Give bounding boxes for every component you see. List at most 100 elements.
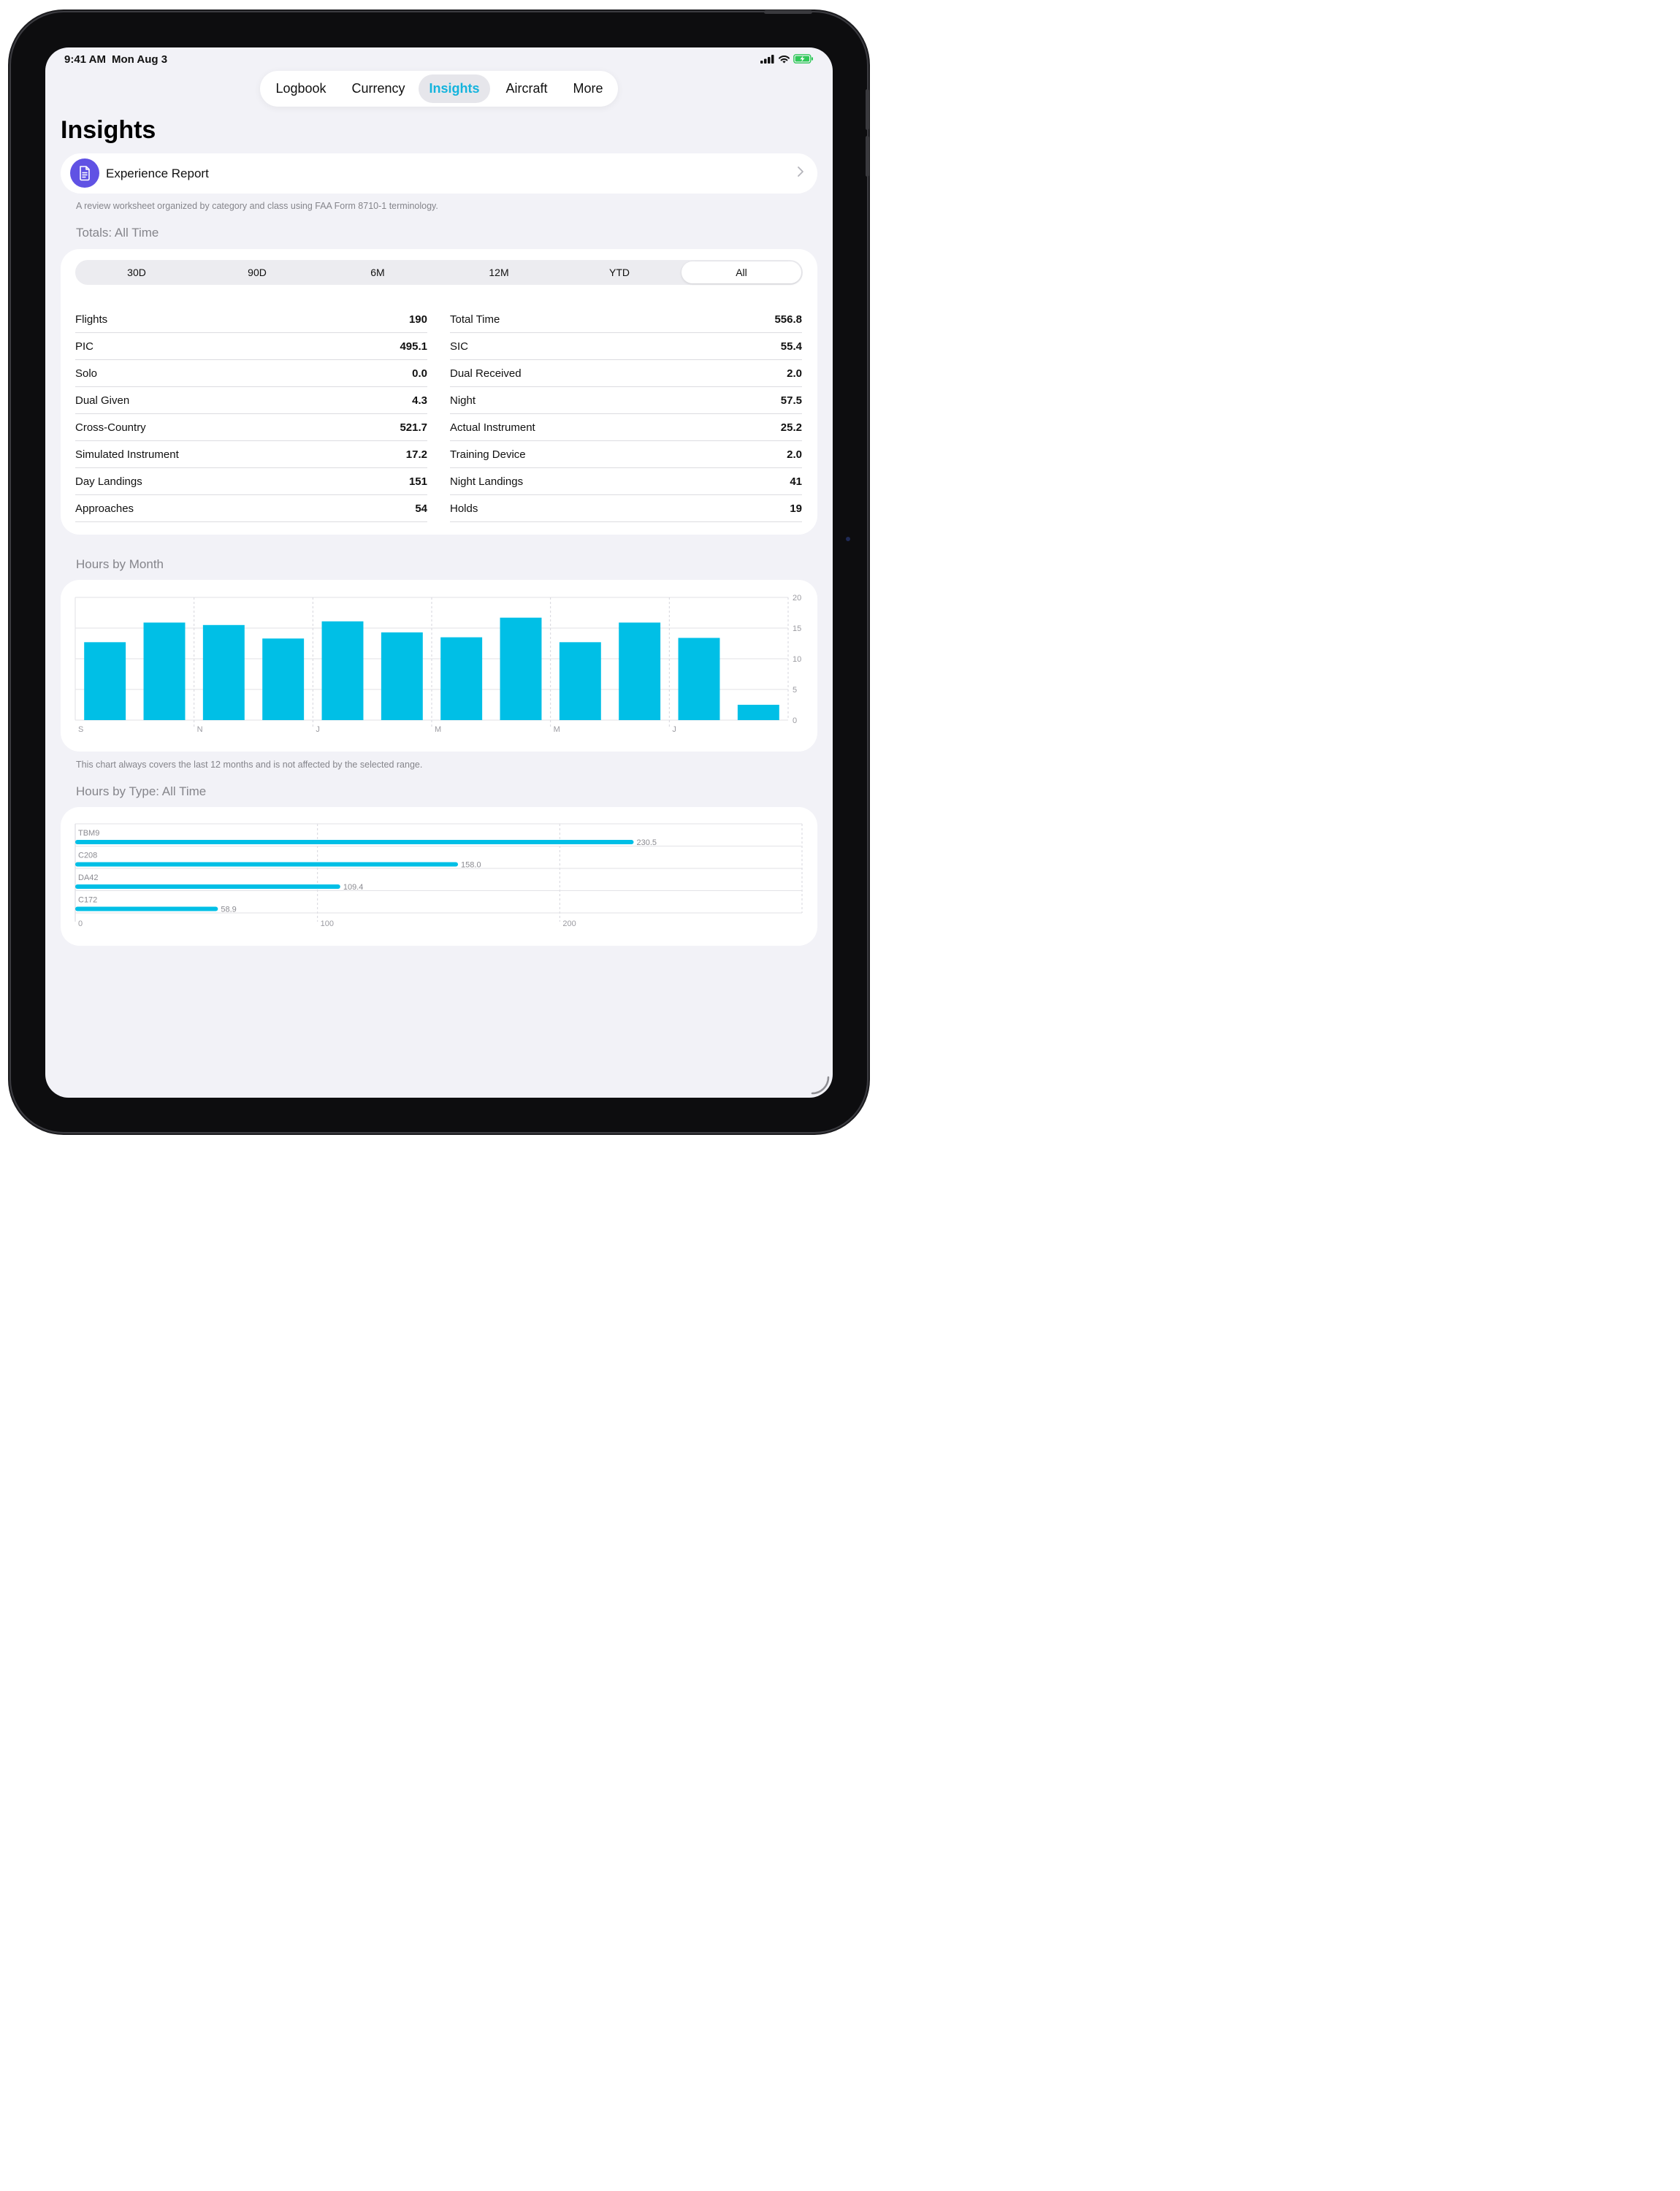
stat-row-holds: Holds 19: [450, 495, 802, 522]
x-tick-label: S: [78, 725, 83, 734]
stat-row-cross-country: Cross-Country 521.7: [75, 414, 427, 441]
totals-title: Totals: All Time: [76, 226, 159, 240]
hours-by-type-card: 0 100 200 TBM9 230.5 C208 158.0 DA42 109.4 C172 58…: [61, 807, 817, 946]
bar-month-9: [619, 622, 661, 720]
stat-label: Dual Received: [450, 367, 522, 380]
bar-month-3: [262, 638, 305, 720]
bar-type-0: [75, 840, 634, 844]
stat-row-actual-instrument: Actual Instrument 25.2: [450, 414, 802, 441]
stat-row-simulated-instrument: Simulated Instrument 17.2: [75, 441, 427, 468]
x-tick-label: J: [316, 725, 320, 734]
stat-row-total-time: Total Time 556.8: [450, 306, 802, 333]
stat-value: 556.8: [774, 313, 802, 326]
stat-label: Total Time: [450, 313, 500, 326]
status-icons: [760, 54, 814, 64]
tab-currency[interactable]: Currency: [351, 81, 405, 96]
x-tick-label: N: [197, 725, 203, 734]
volume-up-button: [866, 89, 869, 130]
volume-down-button: [866, 136, 869, 177]
bar-month-1: [143, 622, 186, 720]
y-tick-label: 20: [793, 594, 801, 603]
totals-card: 30D 90D 6M 12M YTD All Flights 190 PIC 4…: [61, 249, 817, 535]
chevron-right-icon: [798, 167, 803, 177]
stat-label: Solo: [75, 367, 98, 380]
y-tick-label: 0: [793, 716, 797, 725]
stat-row-approaches: Approaches 54: [75, 495, 427, 522]
hours-by-type-chart: 0 100 200 TBM9 230.5 C208 158.0 DA42 109.4 C172 58…: [75, 823, 803, 928]
stat-value: 521.7: [400, 421, 427, 434]
bar-month-5: [381, 632, 423, 720]
cellular-signal-icon: [760, 54, 774, 64]
stat-label: Night: [450, 394, 476, 407]
tab-logbook[interactable]: Logbook: [275, 81, 327, 96]
experience-report-caption: A review worksheet organized by category…: [76, 201, 438, 211]
status-date: Mon Aug 3: [112, 53, 168, 66]
stat-label: Day Landings: [75, 475, 142, 488]
stat-value: 41: [790, 475, 802, 488]
battery-charging-icon: [793, 54, 813, 64]
tab-insights[interactable]: Insights: [419, 74, 490, 103]
stat-label: PIC: [75, 340, 94, 353]
resize-corner-icon: [811, 1076, 830, 1095]
bar-month-6: [440, 637, 483, 720]
y-tick-label: 10: [793, 655, 801, 664]
y-tick-label: 5: [793, 686, 797, 695]
x-tick-label: M: [554, 725, 560, 734]
stat-value: 19: [790, 502, 802, 515]
stat-label: Simulated Instrument: [75, 448, 179, 461]
category-label: C172: [78, 896, 97, 905]
value-label: 230.5: [636, 838, 657, 847]
stat-value: 55.4: [780, 340, 802, 353]
stat-row-night-landings: Night Landings 41: [450, 468, 802, 495]
bar-month-7: [500, 617, 542, 720]
y-tick-label: 15: [793, 624, 801, 633]
status-bar: 9:41 AM Mon Aug 3: [45, 47, 833, 72]
bar-type-2: [75, 884, 340, 889]
bar-month-8: [559, 642, 601, 720]
range-6m[interactable]: 6M: [370, 267, 385, 278]
stat-row-day-landings: Day Landings 151: [75, 468, 427, 495]
x-tick-label: 200: [562, 919, 576, 928]
stat-value: 57.5: [780, 394, 802, 407]
category-label: C208: [78, 852, 97, 860]
page-title: Insights: [61, 116, 156, 144]
x-tick-label: J: [672, 725, 676, 734]
hours-by-month-card: 0 5 10 15 20 S N J M M J: [61, 580, 817, 752]
stat-value: 0.0: [412, 367, 427, 380]
experience-report-button[interactable]: Experience Report: [61, 153, 817, 194]
stat-row-sic: SIC 55.4: [450, 333, 802, 360]
range-all[interactable]: All: [681, 261, 801, 283]
category-label: DA42: [78, 873, 99, 882]
bar-month-11: [737, 705, 779, 720]
tab-more[interactable]: More: [573, 81, 603, 96]
bar-month-10: [678, 638, 720, 720]
stat-value: 25.2: [780, 421, 802, 434]
range-ytd[interactable]: YTD: [609, 267, 630, 278]
top-button: [764, 10, 812, 14]
hours-by-month-title: Hours by Month: [76, 557, 164, 571]
status-time: 9:41 AM: [64, 53, 106, 66]
bar-month-2: [202, 624, 245, 720]
stat-value: 2.0: [787, 448, 802, 461]
range-30d[interactable]: 30D: [127, 267, 146, 278]
stat-row-solo: Solo 0.0: [75, 360, 427, 387]
stat-label: Night Landings: [450, 475, 524, 488]
stat-value: 151: [408, 475, 427, 488]
top-tab-bar: Logbook Currency Insights Aircraft More: [260, 71, 618, 107]
stat-value: 17.2: [405, 448, 427, 461]
stat-value: 54: [415, 502, 427, 515]
range-12m[interactable]: 12M: [489, 267, 509, 278]
value-label: 158.0: [461, 861, 481, 870]
hours-by-month-chart: 0 5 10 15 20 S N J M M J: [75, 594, 801, 734]
stat-row-flights: Flights 190: [75, 306, 427, 333]
stat-value: 190: [408, 313, 427, 326]
range-90d[interactable]: 90D: [248, 267, 267, 278]
stat-value: 495.1: [400, 340, 427, 353]
range-selector: 30D 90D 6M 12M YTD All: [75, 260, 803, 285]
stat-label: Cross-Country: [75, 421, 146, 434]
stat-label: Dual Given: [75, 394, 130, 407]
stat-label: Training Device: [450, 448, 526, 461]
tab-aircraft[interactable]: Aircraft: [505, 81, 548, 96]
hours-by-month-caption: This chart always covers the last 12 mon…: [76, 760, 423, 770]
stat-row-dual-given: Dual Given 4.3: [75, 387, 427, 414]
